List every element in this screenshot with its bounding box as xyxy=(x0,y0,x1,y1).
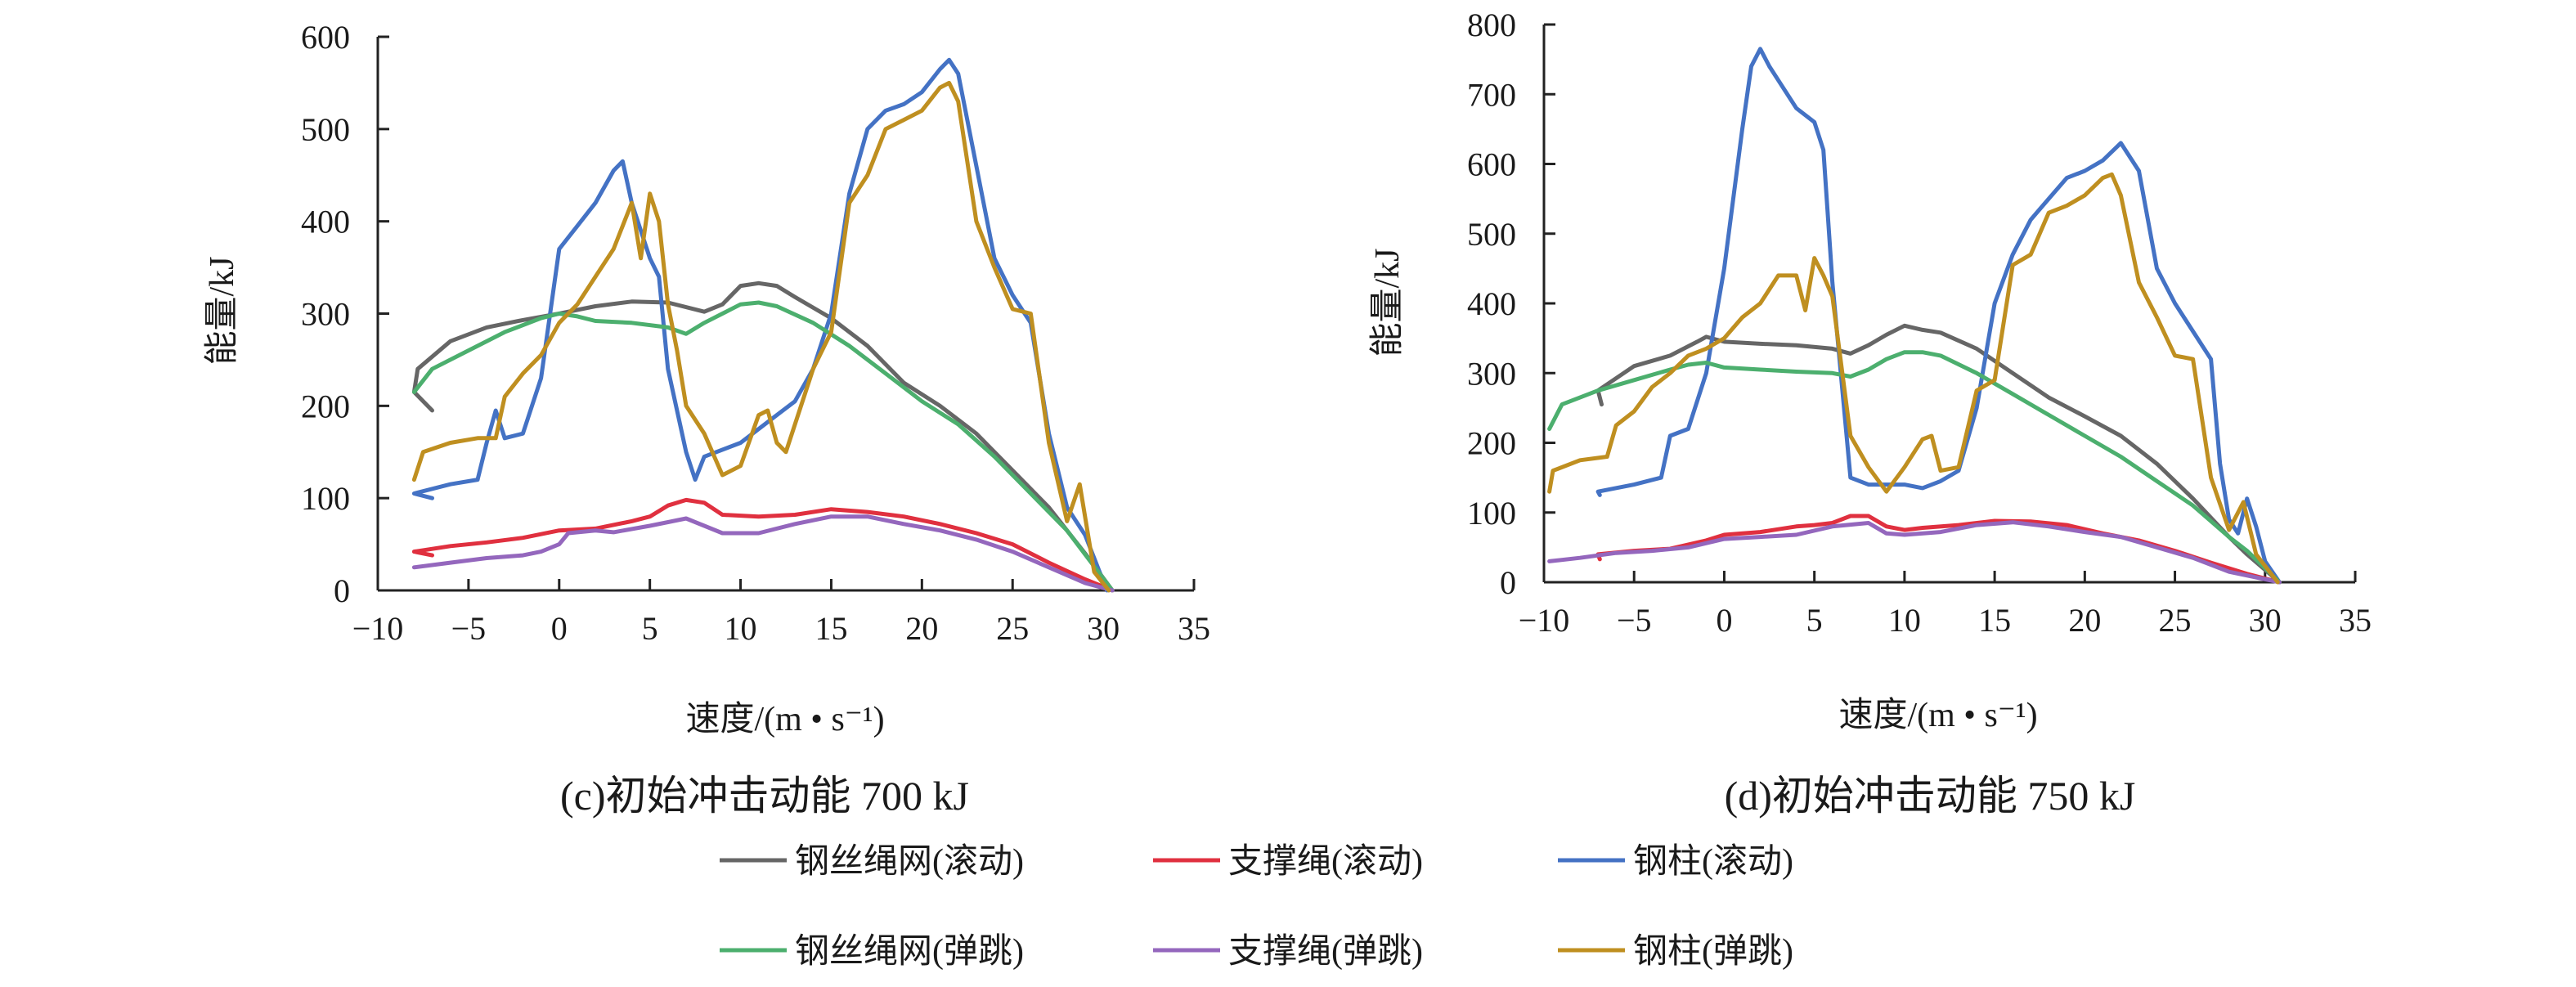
x-tick-label: 20 xyxy=(2068,602,2101,639)
x-tick-label: 25 xyxy=(996,610,1029,647)
chart-d-ylabel: 能量/kJ xyxy=(1369,248,1407,357)
x-tick-label: 15 xyxy=(815,610,847,647)
y-tick-label: 200 xyxy=(301,388,350,424)
y-tick-label: 600 xyxy=(1467,146,1516,183)
legend-label: 支撑绳(弹跳) xyxy=(1228,933,1423,971)
chart-d-xlabel: 速度/(m • s⁻¹) xyxy=(1838,697,2037,734)
series-line xyxy=(1595,514,2282,585)
x-tick-label: −5 xyxy=(451,610,487,647)
legend-item: 钢柱(滚动) xyxy=(1558,843,1793,881)
chart-c-ylabel: 能量/kJ xyxy=(204,256,241,365)
legend-item: 钢丝绳网(滚动) xyxy=(720,843,1024,881)
legend-item: 支撑绳(弹跳) xyxy=(1153,933,1423,971)
y-tick-label: 100 xyxy=(301,480,350,517)
series-line xyxy=(1595,47,2282,585)
x-tick-label: 20 xyxy=(905,610,938,647)
series-line xyxy=(1547,172,2280,585)
x-tick-label: −10 xyxy=(1519,602,1570,639)
y-tick-label: 400 xyxy=(1467,285,1516,322)
series-line xyxy=(411,280,1115,593)
y-tick-label: 700 xyxy=(1467,76,1516,113)
x-tick-label: 35 xyxy=(2339,602,2372,639)
y-tick-label: 0 xyxy=(1500,564,1516,601)
chart-d: −10 −5 0 5 10 15 20 25 30 35 0 100 200 300 400 500 600 70… xyxy=(1467,7,2372,639)
legend-item: 钢丝绳网(弹跳) xyxy=(720,933,1024,971)
chart-c-xlabel: 速度/(m • s⁻¹) xyxy=(685,701,884,738)
series-line xyxy=(1595,323,2282,585)
legend-item: 支撑绳(滚动) xyxy=(1153,843,1423,881)
x-tick-label: 10 xyxy=(1888,602,1921,639)
y-tick-label: 0 xyxy=(334,572,350,609)
y-tick-label: 200 xyxy=(1467,425,1516,462)
series-line xyxy=(1547,520,2282,585)
chart-d-title: (d)初始冲击动能 750 kJ xyxy=(1725,773,2136,819)
legend-label: 钢丝绳网(弹跳) xyxy=(795,933,1024,971)
legend-label: 钢柱(弹跳) xyxy=(1633,933,1793,971)
x-tick-label: 30 xyxy=(2249,602,2282,639)
x-tick-label: 5 xyxy=(1806,602,1823,639)
x-tick-label: −10 xyxy=(352,610,404,647)
series-line xyxy=(411,57,1109,593)
x-tick-label: −5 xyxy=(1617,602,1652,639)
x-tick-label: 0 xyxy=(551,610,568,647)
x-tick-label: 0 xyxy=(1716,602,1732,639)
x-tick-label: 5 xyxy=(642,610,658,647)
legend-label: 钢丝绳网(滚动) xyxy=(795,843,1024,881)
series-line xyxy=(411,80,1111,593)
y-tick-label: 500 xyxy=(301,111,350,148)
series-line xyxy=(411,300,1115,593)
x-tick-label: 30 xyxy=(1087,610,1120,647)
legend: 钢丝绳网(滚动) 支撑绳(滚动) 钢柱(滚动) 钢丝绳网(弹跳) 支撑绳(弹跳) 钢柱(弹… xyxy=(720,843,1793,971)
x-tick-label: 35 xyxy=(1178,610,1210,647)
y-tick-label: 100 xyxy=(1467,495,1516,532)
x-tick-label: 10 xyxy=(725,610,757,647)
chart-c: −10 −5 0 5 10 15 20 25 30 35 0 100 200 300 400 500 600 xyxy=(301,19,1210,647)
y-tick-label: 300 xyxy=(1467,355,1516,392)
series-line xyxy=(411,497,1115,593)
y-tick-label: 500 xyxy=(1467,216,1516,253)
x-tick-label: 15 xyxy=(1978,602,2011,639)
y-tick-label: 800 xyxy=(1467,7,1516,43)
legend-label: 支撑绳(滚动) xyxy=(1228,843,1423,881)
y-tick-label: 300 xyxy=(301,296,350,333)
y-tick-label: 600 xyxy=(301,19,350,56)
y-tick-label: 400 xyxy=(301,204,350,240)
legend-label: 钢柱(滚动) xyxy=(1633,843,1793,881)
series-line xyxy=(411,514,1115,593)
chart-c-title: (c)初始冲击动能 700 kJ xyxy=(560,773,969,819)
legend-item: 钢柱(弹跳) xyxy=(1558,933,1793,971)
x-tick-label: 25 xyxy=(2159,602,2192,639)
